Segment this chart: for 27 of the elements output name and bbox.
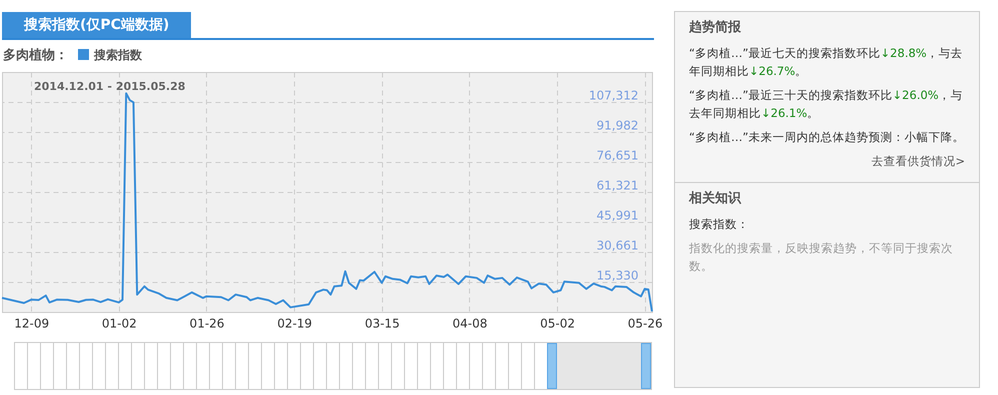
x-tick-label: 01-26 (190, 316, 224, 330)
legend-label: 搜索指数 (94, 48, 142, 62)
y-tick-label: 61,321 (596, 178, 638, 192)
text: 指数化的搜索量，反映搜索趋势，不等同于搜索次数。 (689, 240, 954, 275)
y-tick-label: 45,991 (596, 208, 638, 222)
x-tick-label: 01-02 (102, 316, 137, 330)
text: “多肉植…”未来一周内的总体趋势预测：小幅下降。 (689, 129, 965, 146)
text: 趋势简报 (689, 19, 742, 36)
y-tick-label: 76,651 (596, 148, 638, 162)
text: “多肉植…”最近七天的搜索指数环比↓28.8%，与去年同期相比↓26.7%。 (689, 46, 963, 78)
text: 相关知识 (689, 190, 742, 207)
text: “多肉植…”最近三十天的搜索指数环比↓26.0%，与去年同期相比↓26.1%。 (689, 88, 963, 120)
x-tick-label: 12-09 (14, 316, 50, 330)
x-tick-label: 04-08 (452, 316, 488, 330)
x-tick-label: 02-19 (277, 316, 312, 330)
x-tick-label: 05-26 (628, 316, 663, 330)
y-tick-label: 15,330 (596, 268, 638, 282)
chart-title: 搜索指数(仅PC端数据) (2, 12, 192, 39)
y-tick-label: 91,982 (596, 118, 638, 132)
y-tick-label: 30,661 (596, 238, 638, 252)
text: 2014.12.01 - 2015.05.28 (34, 80, 186, 93)
x-tick-label: 03-15 (364, 316, 400, 330)
x-tick-label: 05-02 (540, 316, 575, 330)
y-tick-label: 107,312 (588, 88, 638, 102)
text: 去查看供货情况> (870, 153, 965, 170)
legend-title: 多肉植物： (3, 48, 68, 63)
text: 搜索指数： (689, 216, 750, 233)
